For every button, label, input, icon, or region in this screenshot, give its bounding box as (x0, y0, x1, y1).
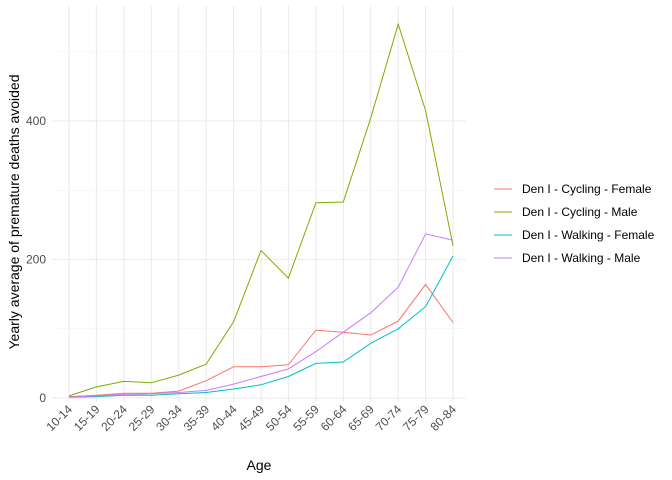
x-tick-label: 15-19 (71, 402, 103, 434)
y-tick-label: 400 (26, 114, 46, 128)
legend-label: Den I - Cycling - Female (522, 182, 652, 196)
series-line (68, 22, 454, 397)
y-tick-label: 0 (39, 391, 46, 405)
x-tick-label: 30-34 (153, 402, 185, 434)
x-tick-label: 80-84 (428, 402, 460, 434)
y-tick-label: 200 (26, 253, 46, 267)
x-tick-label: 25-29 (126, 402, 158, 434)
x-tick-label: 70-74 (373, 402, 405, 434)
legend: Den I - Cycling - Female Den I - Cycling … (494, 182, 655, 265)
x-tick-label: 75-79 (400, 402, 432, 434)
grid (52, 6, 466, 402)
x-tick-label: 20-24 (98, 402, 130, 434)
series-lines (68, 22, 454, 398)
x-tick-label: 35-39 (181, 402, 213, 434)
x-tick-label: 50-54 (263, 402, 295, 434)
x-tick-label: 40-44 (208, 402, 240, 434)
legend-label: Den I - Walking - Female (522, 228, 655, 242)
x-tick-label: 65-69 (345, 402, 377, 434)
x-tick-label: 55-59 (290, 402, 322, 434)
x-tick-label: 45-49 (236, 402, 268, 434)
x-tick-label: 60-64 (318, 402, 350, 434)
series-line (68, 255, 454, 398)
y-axis-ticks: 0 200 400 (26, 114, 46, 405)
x-axis-title: Age (247, 457, 272, 473)
series-line (68, 283, 454, 398)
legend-label: Den I - Walking - Male (522, 251, 641, 265)
y-axis-title: Yearly average of premature deaths avoid… (6, 75, 22, 350)
legend-label: Den I - Cycling - Male (522, 205, 638, 219)
series-line (68, 233, 454, 398)
x-axis-ticks: 10-1415-1920-2425-2930-3435-3940-4445-49… (44, 402, 460, 434)
x-tick-label: 10-14 (44, 402, 76, 434)
